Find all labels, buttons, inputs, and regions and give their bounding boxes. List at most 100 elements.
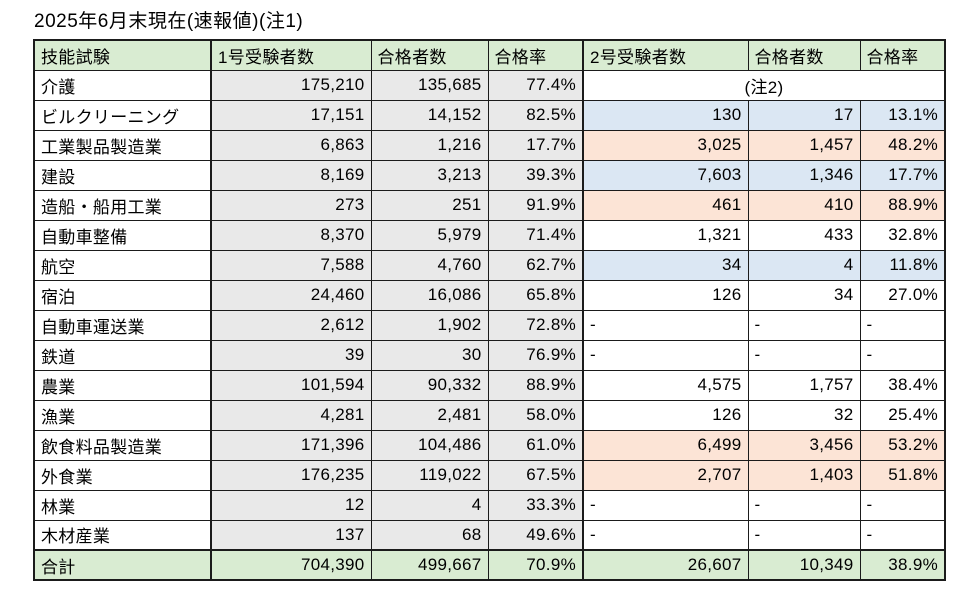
cell-no1-pass-rate: 65.8% [487, 279, 584, 311]
cell-no1-passers: 135,685 [370, 69, 489, 101]
cell-no1-pass-rate: 58.0% [487, 399, 584, 431]
row-label: 宿泊 [33, 279, 212, 311]
note-cell: (注2) [582, 69, 946, 101]
cell-no1-pass-rate: 39.3% [487, 159, 584, 191]
cell-no1-passers: 104,486 [370, 429, 489, 461]
cell-no1-pass-rate: 72.8% [487, 309, 584, 341]
cell-no2-pass-rate: 88.9% [859, 189, 946, 221]
table-row: 木材産業 137 68 49.6% - - - [33, 519, 946, 551]
cell-no2-examinees: 126 [582, 399, 749, 431]
table-header: 技能試験 1号受験者数 合格者数 合格率 2号受験者数 合格者数 合格率 [33, 39, 946, 71]
cell-no1-passers: 14,152 [370, 99, 489, 131]
cell-no2-examinees: 7,603 [582, 159, 749, 191]
cell-no1-examinees: 8,169 [210, 159, 372, 191]
row-label: 建設 [33, 159, 212, 191]
header-exam-name: 技能試験 [33, 39, 212, 71]
header-row: 技能試験 1号受験者数 合格者数 合格率 2号受験者数 合格者数 合格率 [33, 39, 946, 71]
table-row: 飲食料品製造業 171,396 104,486 61.0% 6,499 3,456 53.2… [33, 429, 946, 461]
cell-no2-pass-rate: - [859, 519, 946, 551]
cell-no2-examinees: 130 [582, 99, 749, 131]
table-row: 鉄道 39 30 76.9% - - - [33, 339, 946, 371]
table-row: 造船・船用工業 273 251 91.9% 461 410 88.9% [33, 189, 946, 221]
table-row: 自動車運送業 2,612 1,902 72.8% - - - [33, 309, 946, 341]
cell-no1-examinees: 273 [210, 189, 372, 221]
cell-no2-pass-rate: 53.2% [859, 429, 946, 461]
cell-no1-passers: 119,022 [370, 459, 489, 491]
cell-no1-passers: 30 [370, 339, 489, 371]
table-row: 農業 101,594 90,332 88.9% 4,575 1,757 38.4% [33, 369, 946, 401]
row-label: 造船・船用工業 [33, 189, 212, 221]
cell-no1-pass-rate: 49.6% [487, 519, 584, 551]
cell-no1-passers: 251 [370, 189, 489, 221]
total-no2-pass-rate: 38.9% [859, 549, 946, 581]
cell-no2-passers: - [747, 519, 861, 551]
cell-no1-examinees: 39 [210, 339, 372, 371]
table-row: 航空 7,588 4,760 62.7% 34 4 11.8% [33, 249, 946, 281]
total-no1-pass-rate: 70.9% [487, 549, 584, 581]
cell-no2-pass-rate: - [859, 339, 946, 371]
cell-no2-pass-rate: 48.2% [859, 129, 946, 161]
header-no1-pass-rate: 合格率 [487, 39, 584, 71]
table-body: 介護 175,210 135,685 77.4% (注2) ビルクリーニング 17,151 1… [33, 69, 946, 551]
cell-no2-passers: - [747, 339, 861, 371]
cell-no2-passers: 32 [747, 399, 861, 431]
cell-no2-passers: 1,346 [747, 159, 861, 191]
page-title: 2025年6月末現在(速報値)(注1) [34, 11, 304, 32]
cell-no1-pass-rate: 61.0% [487, 429, 584, 461]
header-no2-passers: 合格者数 [747, 39, 861, 71]
cell-no1-examinees: 2,612 [210, 309, 372, 341]
cell-no1-examinees: 24,460 [210, 279, 372, 311]
row-label: 工業製品製造業 [33, 129, 212, 161]
cell-no2-examinees: 4,575 [582, 369, 749, 401]
cell-no1-examinees: 137 [210, 519, 372, 551]
cell-no2-pass-rate: 13.1% [859, 99, 946, 131]
header-no2-pass-rate: 合格率 [859, 39, 946, 71]
cell-no1-passers: 68 [370, 519, 489, 551]
cell-no1-passers: 90,332 [370, 369, 489, 401]
cell-no2-passers: 1,457 [747, 129, 861, 161]
table-row: ビルクリーニング 17,151 14,152 82.5% 130 17 13.1% [33, 99, 946, 131]
row-label: 林業 [33, 489, 212, 521]
cell-no2-examinees: 34 [582, 249, 749, 281]
table-row: 林業 12 4 33.3% - - - [33, 489, 946, 521]
total-row: 合計 704,390 499,667 70.9% 26,607 10,349 3… [33, 549, 946, 581]
cell-no1-examinees: 175,210 [210, 69, 372, 101]
cell-no1-examinees: 171,396 [210, 429, 372, 461]
cell-no1-pass-rate: 82.5% [487, 99, 584, 131]
cell-no2-examinees: - [582, 339, 749, 371]
table-row: 自動車整備 8,370 5,979 71.4% 1,321 433 32.8% [33, 219, 946, 251]
row-label: 自動車整備 [33, 219, 212, 251]
cell-no2-passers: 4 [747, 249, 861, 281]
total-no2-passers: 10,349 [747, 549, 861, 581]
cell-no2-pass-rate: 32.8% [859, 219, 946, 251]
cell-no2-examinees: - [582, 309, 749, 341]
cell-no1-examinees: 17,151 [210, 99, 372, 131]
cell-no2-examinees: 1,321 [582, 219, 749, 251]
cell-no1-passers: 4,760 [370, 249, 489, 281]
table-row: 介護 175,210 135,685 77.4% (注2) [33, 69, 946, 101]
row-label: 自動車運送業 [33, 309, 212, 341]
cell-no2-passers: 34 [747, 279, 861, 311]
cell-no1-passers: 4 [370, 489, 489, 521]
table-row: 工業製品製造業 6,863 1,216 17.7% 3,025 1,457 48.2% [33, 129, 946, 161]
cell-no2-passers: 1,403 [747, 459, 861, 491]
exam-results-table: 技能試験 1号受験者数 合格者数 合格率 2号受験者数 合格者数 合格率 介護 1… [33, 39, 946, 581]
cell-no2-pass-rate: 51.8% [859, 459, 946, 491]
cell-no2-passers: - [747, 309, 861, 341]
cell-no2-examinees: 6,499 [582, 429, 749, 461]
cell-no1-pass-rate: 76.9% [487, 339, 584, 371]
header-no1-examinees: 1号受験者数 [210, 39, 372, 71]
header-no2-examinees: 2号受験者数 [582, 39, 749, 71]
cell-no2-passers: - [747, 489, 861, 521]
cell-no2-passers: 1,757 [747, 369, 861, 401]
cell-no1-examinees: 101,594 [210, 369, 372, 401]
cell-no2-examinees: - [582, 519, 749, 551]
total-no1-examinees: 704,390 [210, 549, 372, 581]
cell-no1-pass-rate: 62.7% [487, 249, 584, 281]
cell-no1-passers: 5,979 [370, 219, 489, 251]
cell-no1-examinees: 176,235 [210, 459, 372, 491]
cell-no2-pass-rate: 25.4% [859, 399, 946, 431]
cell-no1-examinees: 4,281 [210, 399, 372, 431]
total-no2-examinees: 26,607 [582, 549, 749, 581]
cell-no2-examinees: 126 [582, 279, 749, 311]
